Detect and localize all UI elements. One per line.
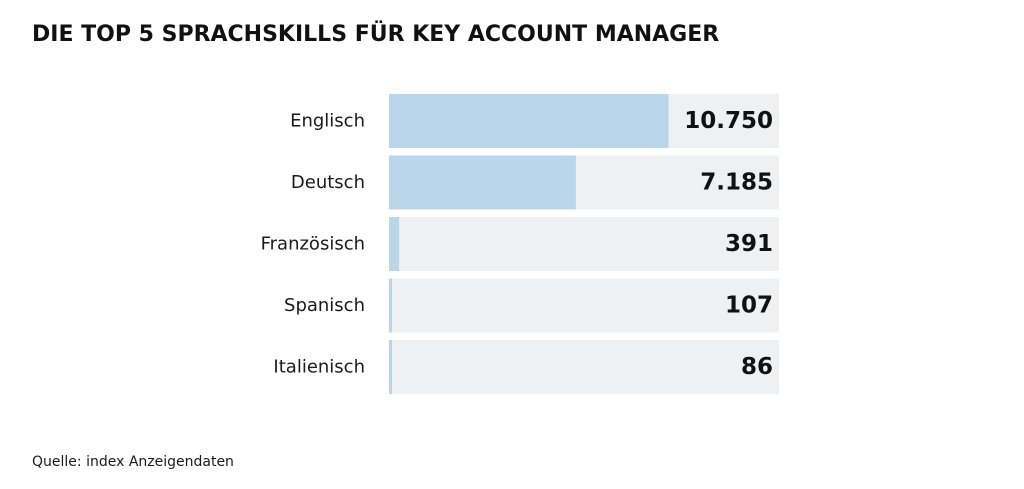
value-label-deutsch: 7.185 (700, 170, 773, 196)
category-label-deutsch: Deutsch (291, 172, 365, 193)
value-label-franzoesisch: 391 (725, 231, 773, 257)
bar-track-italienisch (389, 340, 779, 394)
bar-deutsch (389, 155, 576, 210)
chart-title: DIE TOP 5 SPRACHSKILLS FÜR KEY ACCOUNT M… (32, 22, 720, 47)
bar-franzoesisch (389, 217, 400, 271)
category-label-spanisch: Spanisch (284, 295, 365, 316)
value-label-spanisch: 107 (725, 293, 773, 319)
bar-englisch (389, 94, 669, 148)
source-note: Quelle: index Anzeigendaten (32, 454, 234, 470)
category-label-franzoesisch: Französisch (261, 234, 365, 255)
bar-spanisch (389, 278, 392, 333)
category-label-englisch: Englisch (290, 111, 365, 132)
category-label-italienisch: Italienisch (273, 357, 365, 378)
bar-track-franzoesisch (389, 217, 779, 271)
bar-italienisch (389, 340, 392, 394)
value-label-italienisch: 86 (741, 354, 773, 380)
value-label-englisch: 10.750 (684, 108, 773, 134)
bar-track-spanisch (389, 278, 779, 333)
